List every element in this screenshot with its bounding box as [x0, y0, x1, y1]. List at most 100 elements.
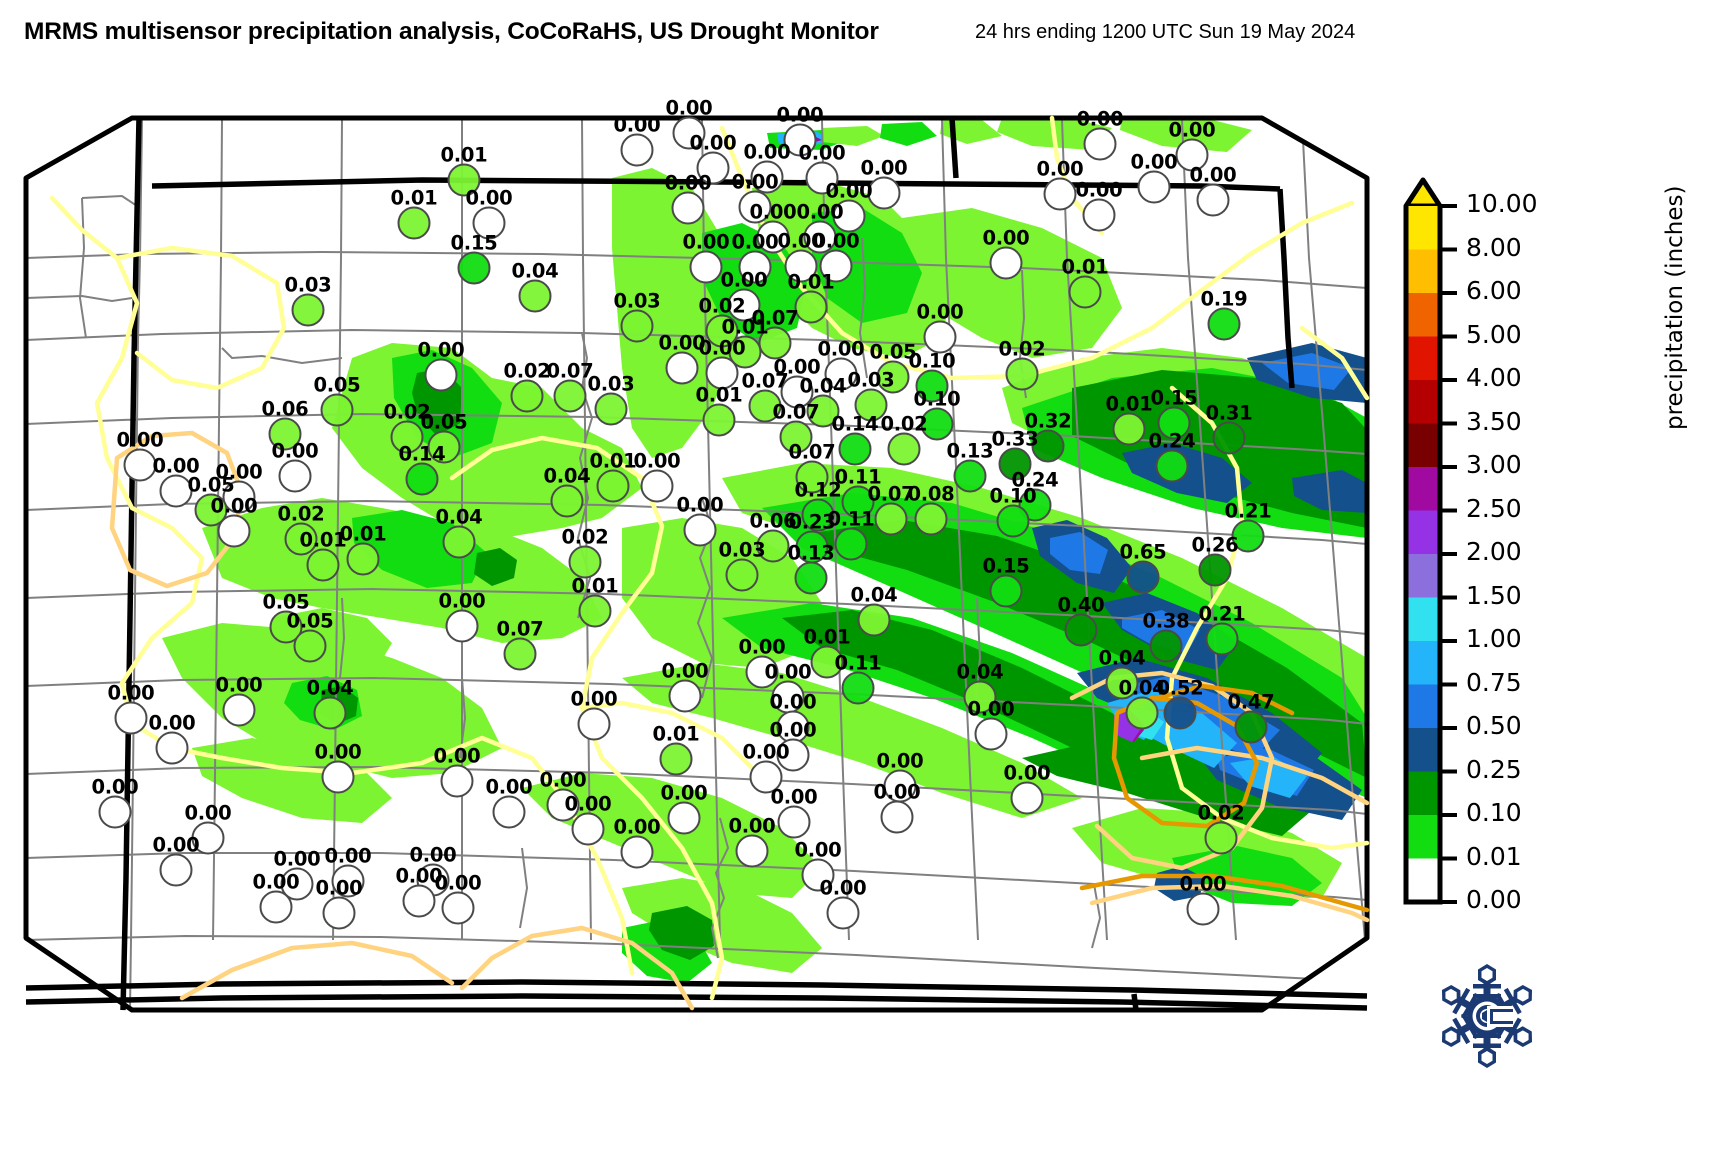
station-marker[interactable] — [640, 469, 674, 503]
station-marker[interactable] — [390, 420, 424, 454]
station-marker[interactable] — [222, 480, 256, 514]
station-marker[interactable] — [914, 502, 948, 536]
station-marker[interactable] — [306, 548, 340, 582]
station-marker[interactable] — [1186, 892, 1220, 926]
station-marker[interactable] — [801, 498, 835, 532]
station-marker[interactable] — [492, 795, 526, 829]
station-marker[interactable] — [738, 250, 772, 284]
station-marker[interactable] — [217, 514, 251, 548]
station-marker[interactable] — [841, 485, 875, 519]
station-marker[interactable] — [745, 655, 779, 689]
station-marker[interactable] — [794, 561, 828, 595]
station-marker[interactable] — [738, 190, 772, 224]
station-marker[interactable] — [874, 502, 908, 536]
station-marker[interactable] — [783, 123, 817, 157]
station-marker[interactable] — [155, 731, 189, 765]
station-marker[interactable] — [806, 394, 840, 428]
station-marker[interactable] — [672, 116, 706, 150]
station-marker[interactable] — [402, 884, 436, 918]
station-marker[interactable] — [776, 738, 810, 772]
station-marker[interactable] — [667, 801, 701, 835]
station-marker[interactable] — [689, 250, 723, 284]
station-marker[interactable] — [546, 788, 580, 822]
station-marker[interactable] — [1068, 275, 1102, 309]
station-marker[interactable] — [915, 369, 949, 403]
station-marker[interactable] — [824, 357, 858, 391]
station-marker[interactable] — [750, 160, 784, 194]
station-marker[interactable] — [857, 603, 891, 637]
station-marker[interactable] — [1234, 710, 1268, 744]
station-marker[interactable] — [801, 858, 835, 892]
station-marker[interactable] — [596, 469, 630, 503]
station-marker[interactable] — [880, 800, 914, 834]
station-marker[interactable] — [834, 527, 868, 561]
station-marker[interactable] — [550, 484, 584, 518]
station-marker[interactable] — [756, 220, 790, 254]
station-marker[interactable] — [1198, 553, 1232, 587]
station-marker[interactable] — [284, 522, 318, 556]
colorbar[interactable]: 10.00 8.00 6.00 5.00 4.00 3.50 3.00 2.50 2.00 1.5… — [1398, 176, 1698, 936]
station-marker[interactable] — [989, 574, 1023, 608]
station-marker[interactable] — [268, 417, 302, 451]
station-marker[interactable] — [838, 432, 872, 466]
station-marker[interactable] — [953, 459, 987, 493]
station-marker[interactable] — [1175, 138, 1209, 172]
station-marker[interactable] — [826, 896, 860, 930]
station-marker[interactable] — [683, 513, 717, 547]
station-marker[interactable] — [424, 358, 458, 392]
station-marker[interactable] — [578, 594, 612, 628]
station-marker[interactable] — [397, 206, 431, 240]
station-marker[interactable] — [98, 795, 132, 829]
station-marker[interactable] — [795, 460, 829, 494]
station-marker[interactable] — [1207, 307, 1241, 341]
station-marker[interactable] — [780, 375, 814, 409]
station-marker[interactable] — [1205, 622, 1239, 656]
station-marker[interactable] — [1137, 170, 1171, 204]
precipitation-map[interactable]: 0.01 0.00 0.00 0.00 0.00 0.00 0.00 0.00 0.00 0.00… — [22, 58, 1374, 1062]
station-marker[interactable] — [659, 742, 693, 776]
station-marker[interactable] — [405, 462, 439, 496]
station-marker[interactable] — [594, 392, 628, 426]
station-marker[interactable] — [794, 290, 828, 324]
station-marker[interactable] — [440, 764, 474, 798]
station-marker[interactable] — [1231, 519, 1265, 553]
station-marker[interactable] — [322, 896, 356, 930]
station-marker[interactable] — [1112, 412, 1146, 446]
station-marker[interactable] — [841, 671, 875, 705]
station-marker[interactable] — [503, 637, 537, 671]
station-marker[interactable] — [1149, 629, 1183, 663]
station-marker[interactable] — [803, 220, 837, 254]
station-marker[interactable] — [1163, 696, 1197, 730]
station-marker[interactable] — [854, 388, 888, 422]
station-marker[interactable] — [331, 864, 365, 898]
station-markers-layer[interactable] — [98, 116, 1268, 930]
station-marker[interactable] — [259, 890, 293, 924]
station-marker[interactable] — [442, 525, 476, 559]
station-marker[interactable] — [810, 645, 844, 679]
station-marker[interactable] — [777, 805, 811, 839]
station-marker[interactable] — [123, 448, 157, 482]
station-marker[interactable] — [1105, 666, 1139, 700]
station-marker[interactable] — [867, 176, 901, 210]
station-marker[interactable] — [510, 379, 544, 413]
station-marker[interactable] — [748, 389, 782, 423]
station-marker[interactable] — [749, 760, 783, 794]
station-marker[interactable] — [1212, 421, 1246, 455]
station-marker[interactable] — [996, 504, 1030, 538]
station-marker[interactable] — [571, 812, 605, 846]
station-marker[interactable] — [553, 379, 587, 413]
station-marker[interactable] — [668, 679, 702, 713]
station-marker[interactable] — [278, 459, 312, 493]
station-marker[interactable] — [1031, 429, 1065, 463]
station-marker[interactable] — [832, 199, 866, 233]
station-marker[interactable] — [445, 609, 479, 643]
station-marker[interactable] — [269, 610, 303, 644]
station-marker[interactable] — [705, 314, 739, 348]
station-marker[interactable] — [194, 493, 228, 527]
station-marker[interactable] — [191, 821, 225, 855]
station-marker[interactable] — [696, 151, 730, 185]
station-marker[interactable] — [577, 707, 611, 741]
station-marker[interactable] — [1125, 696, 1159, 730]
station-marker[interactable] — [805, 161, 839, 195]
station-marker[interactable] — [320, 393, 354, 427]
